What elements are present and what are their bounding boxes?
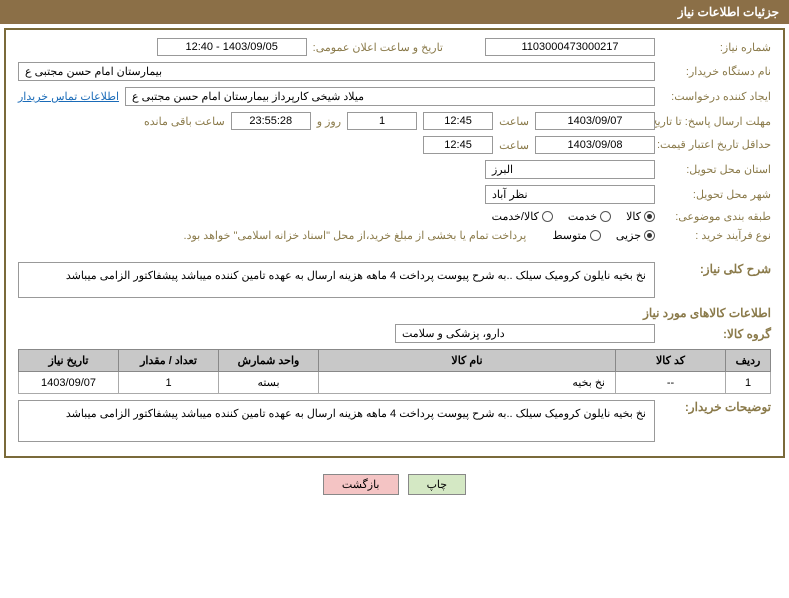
need-number-field: 1103000473000217 <box>485 38 655 56</box>
buyer-notes-text: نخ بخیه نایلون کرومیک سیلک ..به شرح پیوس… <box>18 400 655 442</box>
remaining-label: ساعت باقی مانده <box>144 115 225 128</box>
page-header: جزئیات اطلاعات نیاز <box>0 0 789 24</box>
th-row: ردیف <box>726 350 771 372</box>
requester-field: میلاد شیخی کارپرداز بیمارستان امام حسن م… <box>125 87 655 106</box>
deadline-time: 12:45 <box>423 112 493 130</box>
city-label: شهر محل تحویل: <box>661 188 771 201</box>
radio-empty-icon <box>600 211 611 222</box>
province-label: استان محل تحویل: <box>661 163 771 176</box>
radio-goods[interactable]: کالا <box>626 210 655 223</box>
radio-dot-icon <box>644 230 655 241</box>
row-summary: شرح کلی نیاز: نخ بخیه نایلون کرومیک سیلک… <box>18 262 771 298</box>
radio-dot-icon <box>644 211 655 222</box>
radio-empty-icon <box>542 211 553 222</box>
purchase-type-label: نوع فرآیند خرید : <box>661 229 771 242</box>
td-name: نخ بخیه <box>319 372 616 394</box>
time-label-1: ساعت <box>499 115 529 128</box>
print-button[interactable]: چاپ <box>408 474 467 495</box>
radio-service[interactable]: خدمت <box>568 210 611 223</box>
row-deadline: مهلت ارسال پاسخ: تا تاریخ: 1403/09/07 سا… <box>18 112 771 130</box>
radio-medium[interactable]: متوسط <box>552 229 601 242</box>
row-validity: حداقل تاریخ اعتبار قیمت: تا تاریخ: 1403/… <box>18 136 771 154</box>
header-title: جزئیات اطلاعات نیاز <box>678 5 779 19</box>
day-count: 1 <box>347 112 417 130</box>
summary-label: شرح کلی نیاز: <box>661 262 771 276</box>
td-qty: 1 <box>119 372 219 394</box>
row-category: طبقه بندی موضوعی: کالا خدمت کالا/خدمت <box>18 210 771 223</box>
goods-table: ردیف کد کالا نام کالا واحد شمارش تعداد /… <box>18 349 771 394</box>
td-idx: 1 <box>726 372 771 394</box>
goods-group-label: گروه کالا: <box>661 327 771 341</box>
row-goods-group: گروه کالا: دارو، پزشکی و سلامت <box>18 324 771 343</box>
th-name: نام کالا <box>319 350 616 372</box>
purchase-note: پرداخت تمام یا بخشی از مبلغ خرید،از محل … <box>184 229 527 242</box>
row-buyer-org: نام دستگاه خریدار: بیمارستان امام حسن مج… <box>18 62 771 81</box>
buyer-notes-label: توضیحات خریدار: <box>661 400 771 414</box>
row-need-number: شماره نیاز: 1103000473000217 تاریخ و ساع… <box>18 38 771 56</box>
td-date: 1403/09/07 <box>19 372 119 394</box>
need-number-label: شماره نیاز: <box>661 41 771 54</box>
th-unit: واحد شمارش <box>219 350 319 372</box>
row-purchase-type: نوع فرآیند خرید : جزیی متوسط پرداخت تمام… <box>18 229 771 242</box>
announce-label: تاریخ و ساعت اعلان عمومی: <box>313 41 443 54</box>
buyer-org-label: نام دستگاه خریدار: <box>661 65 771 78</box>
contact-link[interactable]: اطلاعات تماس خریدار <box>18 90 119 103</box>
back-button[interactable]: بازگشت <box>323 474 399 495</box>
buyer-org-field: بیمارستان امام حسن مجتبی ع <box>18 62 655 81</box>
main-frame: شماره نیاز: 1103000473000217 تاریخ و ساع… <box>4 28 785 458</box>
category-label: طبقه بندی موضوعی: <box>661 210 771 223</box>
row-province: استان محل تحویل: البرز <box>18 160 771 179</box>
category-radio-group: کالا خدمت کالا/خدمت <box>492 210 655 223</box>
table-header-row: ردیف کد کالا نام کالا واحد شمارش تعداد /… <box>19 350 771 372</box>
validity-time: 12:45 <box>423 136 493 154</box>
summary-text: نخ بخیه نایلون کرومیک سیلک ..به شرح پیوس… <box>18 262 655 298</box>
th-code: کد کالا <box>616 350 726 372</box>
th-qty: تعداد / مقدار <box>119 350 219 372</box>
radio-empty-icon <box>590 230 601 241</box>
purchase-type-group: جزیی متوسط <box>552 229 655 242</box>
time-label-2: ساعت <box>499 139 529 152</box>
city-field: نظر آباد <box>485 185 655 204</box>
row-buyer-notes: توضیحات خریدار: نخ بخیه نایلون کرومیک سی… <box>18 400 771 442</box>
requester-label: ایجاد کننده درخواست: <box>661 90 771 103</box>
validity-label: حداقل تاریخ اعتبار قیمت: تا تاریخ: <box>661 138 771 152</box>
goods-info-label: اطلاعات کالاهای مورد نیاز <box>18 306 771 320</box>
announce-field: 1403/09/05 - 12:40 <box>157 38 307 56</box>
goods-group-field: دارو، پزشکی و سلامت <box>395 324 655 343</box>
day-and-label: روز و <box>317 115 341 128</box>
deadline-date: 1403/09/07 <box>535 112 655 130</box>
th-date: تاریخ نیاز <box>19 350 119 372</box>
row-city: شهر محل تحویل: نظر آباد <box>18 185 771 204</box>
td-unit: بسته <box>219 372 319 394</box>
row-requester: ایجاد کننده درخواست: میلاد شیخی کارپرداز… <box>18 87 771 106</box>
button-row: چاپ بازگشت <box>0 468 789 501</box>
countdown: 23:55:28 <box>231 112 311 130</box>
table-row: 1 -- نخ بخیه بسته 1 1403/09/07 <box>19 372 771 394</box>
validity-date: 1403/09/08 <box>535 136 655 154</box>
province-field: البرز <box>485 160 655 179</box>
td-code: -- <box>616 372 726 394</box>
radio-small[interactable]: جزیی <box>616 229 655 242</box>
radio-goods-service[interactable]: کالا/خدمت <box>492 210 553 223</box>
deadline-label: مهلت ارسال پاسخ: تا تاریخ: <box>661 115 771 128</box>
